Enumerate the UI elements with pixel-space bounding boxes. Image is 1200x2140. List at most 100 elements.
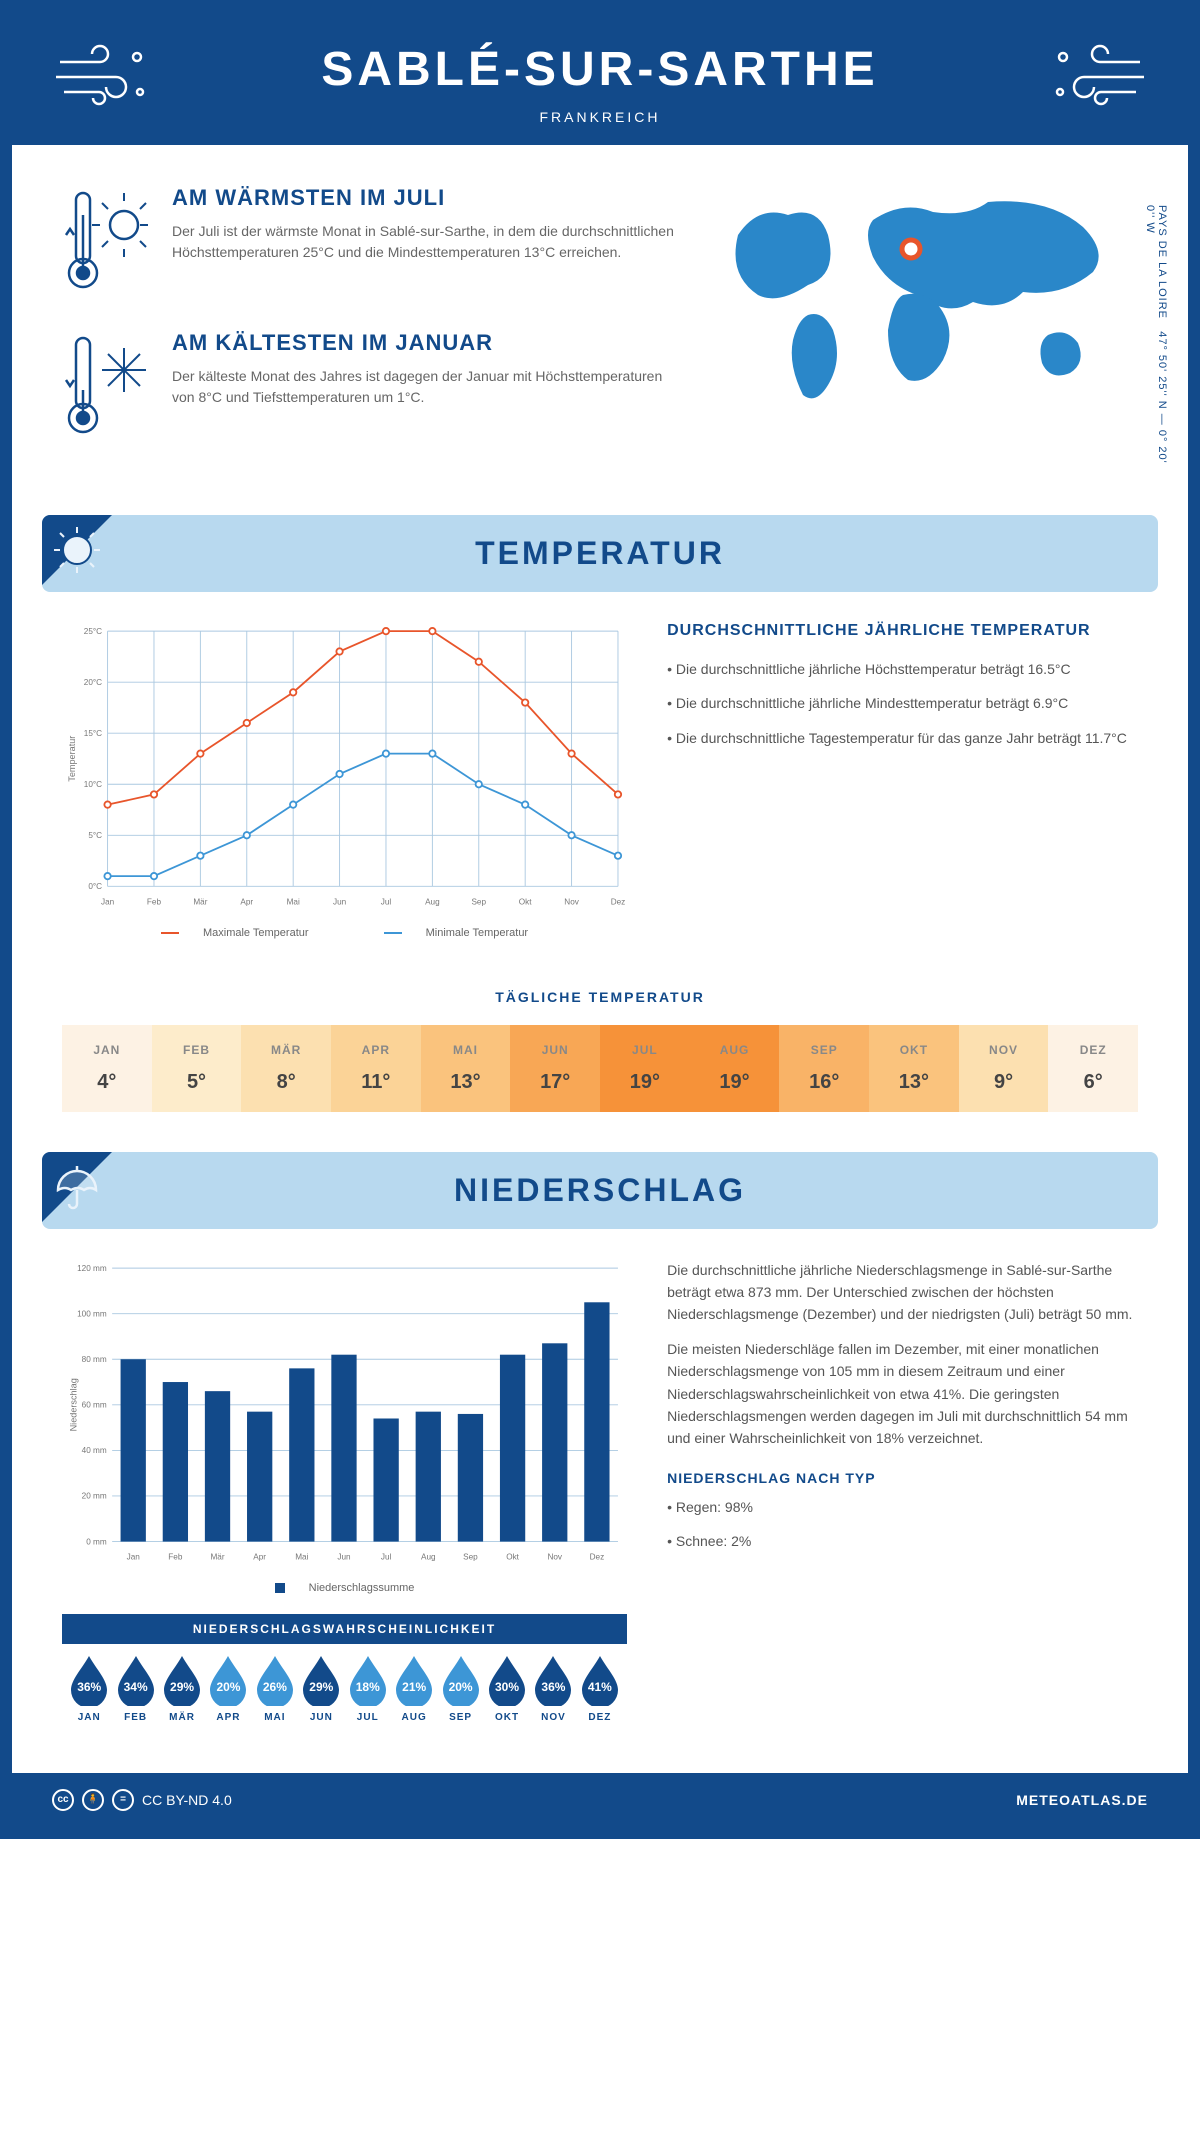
svg-text:Apr: Apr xyxy=(253,1552,266,1561)
prob-drop: 26%MAI xyxy=(252,1654,298,1723)
prob-drop: 21%AUG xyxy=(391,1654,437,1723)
cc-icon: cc xyxy=(52,1789,74,1811)
temp-facts: DURCHSCHNITTLICHE JÄHRLICHE TEMPERATUR •… xyxy=(667,622,1138,939)
svg-text:Mär: Mär xyxy=(193,898,207,907)
prob-drop: 34%FEB xyxy=(112,1654,158,1723)
warmest-title: AM WÄRMSTEN IM JULI xyxy=(172,185,678,211)
wind-icon xyxy=(1048,42,1148,117)
svg-text:Aug: Aug xyxy=(421,1552,436,1561)
temp-table-cell: JUN17° xyxy=(510,1025,600,1112)
world-map: PAYS DE LA LOIRE 47° 50' 25'' N — 0° 20'… xyxy=(718,185,1138,475)
page-title: SABLÉ-SUR-SARTHE xyxy=(32,42,1168,97)
temp-chart: 0°C5°C10°C15°C20°C25°CJanFebMärAprMaiJun… xyxy=(62,622,627,939)
umbrella-icon xyxy=(52,1162,102,1220)
prob-drop: 20%APR xyxy=(205,1654,251,1723)
svg-text:Temperatur: Temperatur xyxy=(67,736,77,782)
coldest-title: AM KÄLTESTEN IM JANUAR xyxy=(172,330,678,356)
svg-text:5°C: 5°C xyxy=(88,831,102,840)
svg-text:Mai: Mai xyxy=(295,1552,308,1561)
svg-text:20°C: 20°C xyxy=(84,678,102,687)
footer: cc 🧍 = CC BY-ND 4.0 METEOATLAS.DE xyxy=(12,1773,1188,1827)
svg-text:15°C: 15°C xyxy=(84,729,102,738)
svg-text:120 mm: 120 mm xyxy=(77,1264,107,1273)
temp-table-cell: AUG19° xyxy=(690,1025,780,1112)
temp-table-cell: NOV9° xyxy=(959,1025,1049,1112)
svg-text:Dez: Dez xyxy=(590,1552,605,1561)
temp-content-row: 0°C5°C10°C15°C20°C25°CJanFebMärAprMaiJun… xyxy=(12,592,1188,969)
temp-table-cell: SEP16° xyxy=(779,1025,869,1112)
svg-text:60 mm: 60 mm xyxy=(82,1400,107,1409)
location-marker-icon xyxy=(902,240,920,258)
svg-text:25°C: 25°C xyxy=(84,627,102,636)
svg-text:Jun: Jun xyxy=(337,1552,351,1561)
temp-fact: • Die durchschnittliche jährliche Höchst… xyxy=(667,658,1138,680)
svg-text:Mai: Mai xyxy=(287,898,300,907)
footer-site: METEOATLAS.DE xyxy=(1016,1792,1148,1808)
temp-table-cell: APR11° xyxy=(331,1025,421,1112)
temp-fact: • Die durchschnittliche jährliche Mindes… xyxy=(667,692,1138,714)
prob-drop: 30%OKT xyxy=(484,1654,530,1723)
svg-text:Sep: Sep xyxy=(463,1552,478,1561)
temp-chart-legend: Maximale Temperatur Minimale Temperatur xyxy=(62,927,627,939)
precip-type-line: • Schnee: 2% xyxy=(667,1530,1138,1552)
svg-text:Jan: Jan xyxy=(127,1552,141,1561)
svg-text:20 mm: 20 mm xyxy=(82,1491,107,1500)
header: SABLÉ-SUR-SARTHE FRANKREICH xyxy=(12,12,1188,145)
svg-text:Feb: Feb xyxy=(147,898,162,907)
svg-text:0 mm: 0 mm xyxy=(86,1537,107,1546)
svg-text:Apr: Apr xyxy=(240,898,253,907)
wind-icon xyxy=(52,42,152,117)
page: SABLÉ-SUR-SARTHE FRANKREICH AM WÄRMSTEN … xyxy=(0,0,1200,1839)
daily-temp-table: JAN4°FEB5°MÄR8°APR11°MAI13°JUN17°JUL19°A… xyxy=(62,1025,1138,1112)
temp-table-cell: DEZ6° xyxy=(1048,1025,1138,1112)
thermometer-hot-icon xyxy=(62,185,152,300)
prob-drop: 36%JAN xyxy=(66,1654,112,1723)
svg-text:0°C: 0°C xyxy=(88,882,102,891)
svg-text:Aug: Aug xyxy=(425,898,440,907)
precip-prob-title: NIEDERSCHLAGSWAHRSCHEINLICHKEIT xyxy=(62,1614,627,1644)
svg-text:Niederschlag: Niederschlag xyxy=(69,1378,79,1431)
svg-text:Okt: Okt xyxy=(519,898,532,907)
daily-temp-title: TÄGLICHE TEMPERATUR xyxy=(12,989,1188,1005)
prob-drop: 18%JUL xyxy=(345,1654,391,1723)
nd-icon: = xyxy=(112,1789,134,1811)
thermometer-cold-icon xyxy=(62,330,152,445)
svg-text:80 mm: 80 mm xyxy=(82,1355,107,1364)
svg-text:Sep: Sep xyxy=(471,898,486,907)
warmest-text: Der Juli ist der wärmste Monat in Sablé-… xyxy=(172,221,678,263)
temp-table-cell: JUL19° xyxy=(600,1025,690,1112)
svg-text:Feb: Feb xyxy=(168,1552,183,1561)
svg-text:Jan: Jan xyxy=(101,898,115,907)
precip-prob-drops: 36%JAN34%FEB29%MÄR20%APR26%MAI29%JUN18%J… xyxy=(62,1644,627,1743)
precip-section-header: NIEDERSCHLAG xyxy=(42,1152,1158,1229)
svg-text:Jul: Jul xyxy=(381,898,392,907)
temp-fact: • Die durchschnittliche Tagestemperatur … xyxy=(667,727,1138,749)
temp-table-cell: FEB5° xyxy=(152,1025,242,1112)
precip-type-title: NIEDERSCHLAG NACH TYP xyxy=(667,1470,1138,1486)
prob-drop: 41%DEZ xyxy=(577,1654,623,1723)
prob-drop: 29%MÄR xyxy=(159,1654,205,1723)
intro-text-col: AM WÄRMSTEN IM JULI Der Juli ist der wär… xyxy=(62,185,678,475)
temp-facts-title: DURCHSCHNITTLICHE JÄHRLICHE TEMPERATUR xyxy=(667,622,1138,640)
coldest-text: Der kälteste Monat des Jahres ist dagege… xyxy=(172,366,678,408)
coldest-block: AM KÄLTESTEN IM JANUAR Der kälteste Mona… xyxy=(62,330,678,445)
temp-table-cell: JAN4° xyxy=(62,1025,152,1112)
svg-text:10°C: 10°C xyxy=(84,780,102,789)
warmest-block: AM WÄRMSTEN IM JULI Der Juli ist der wär… xyxy=(62,185,678,300)
svg-text:Nov: Nov xyxy=(547,1552,562,1561)
intro-section: AM WÄRMSTEN IM JULI Der Juli ist der wär… xyxy=(12,145,1188,515)
svg-text:Dez: Dez xyxy=(611,898,626,907)
svg-text:Nov: Nov xyxy=(564,898,579,907)
svg-text:40 mm: 40 mm xyxy=(82,1446,107,1455)
prob-drop: 29%JUN xyxy=(298,1654,344,1723)
precip-para: Die durchschnittliche jährliche Niedersc… xyxy=(667,1259,1138,1326)
precip-chart-col: 0 mm20 mm40 mm60 mm80 mm100 mm120 mmJanF… xyxy=(62,1259,627,1743)
footer-license: cc 🧍 = CC BY-ND 4.0 xyxy=(52,1789,232,1811)
precip-type-line: • Regen: 98% xyxy=(667,1496,1138,1518)
precip-text: Die durchschnittliche jährliche Niedersc… xyxy=(667,1259,1138,1743)
sun-icon xyxy=(52,525,102,583)
prob-drop: 36%NOV xyxy=(530,1654,576,1723)
svg-text:Jul: Jul xyxy=(381,1552,392,1561)
coordinates: PAYS DE LA LOIRE 47° 50' 25'' N — 0° 20'… xyxy=(1144,205,1168,475)
page-subtitle: FRANKREICH xyxy=(32,109,1168,125)
